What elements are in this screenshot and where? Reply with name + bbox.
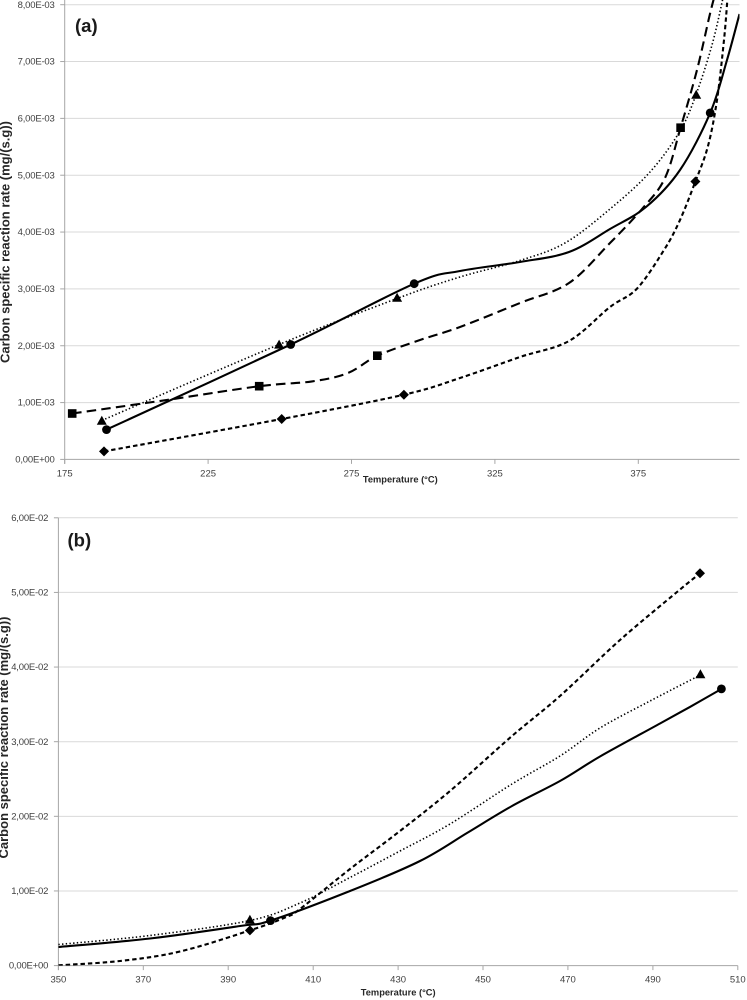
svg-text:175: 175: [57, 469, 73, 480]
svg-text:4,00E-03: 4,00E-03: [18, 227, 55, 238]
svg-text:6,00E-02: 6,00E-02: [11, 513, 48, 524]
svg-text:350: 350: [50, 974, 66, 985]
svg-text:1,00E-02: 1,00E-02: [11, 886, 48, 897]
svg-text:3,00E-03: 3,00E-03: [18, 284, 55, 295]
svg-text:7,00E-03: 7,00E-03: [18, 57, 55, 68]
svg-text:(a): (a): [75, 15, 98, 36]
svg-text:Carbon specific reaction rate: Carbon specific reaction rate (mg/(s.g)): [0, 121, 13, 363]
svg-text:Carbon specific reaction rate: Carbon specific reaction rate (mg/(s.g)): [0, 617, 11, 859]
svg-text:Temperature (°C): Temperature (°C): [363, 475, 438, 485]
svg-text:4,00E-02: 4,00E-02: [11, 662, 48, 673]
svg-text:275: 275: [344, 469, 360, 480]
svg-text:2,00E-03: 2,00E-03: [18, 341, 55, 352]
svg-text:470: 470: [560, 974, 576, 985]
svg-text:(b): (b): [68, 529, 92, 550]
svg-text:2,00E-02: 2,00E-02: [11, 811, 48, 822]
svg-text:370: 370: [135, 974, 151, 985]
svg-text:325: 325: [487, 469, 503, 480]
svg-text:450: 450: [475, 974, 491, 985]
svg-text:3,00E-02: 3,00E-02: [11, 737, 48, 748]
svg-text:Temperature (°C): Temperature (°C): [361, 987, 436, 997]
svg-text:390: 390: [220, 974, 236, 985]
svg-text:6,00E-03: 6,00E-03: [18, 114, 55, 125]
svg-text:225: 225: [200, 469, 216, 480]
svg-text:510: 510: [730, 974, 746, 985]
svg-text:430: 430: [390, 974, 406, 985]
svg-text:490: 490: [645, 974, 661, 985]
svg-text:1,00E-03: 1,00E-03: [18, 398, 55, 409]
svg-text:0,00E+00: 0,00E+00: [9, 961, 48, 972]
svg-text:8,00E-03: 8,00E-03: [18, 0, 55, 11]
svg-text:5,00E-02: 5,00E-02: [11, 588, 48, 599]
svg-text:0,00E+00: 0,00E+00: [15, 455, 54, 466]
svg-text:5,00E-03: 5,00E-03: [18, 170, 55, 181]
svg-text:410: 410: [305, 974, 321, 985]
svg-text:375: 375: [630, 469, 646, 480]
